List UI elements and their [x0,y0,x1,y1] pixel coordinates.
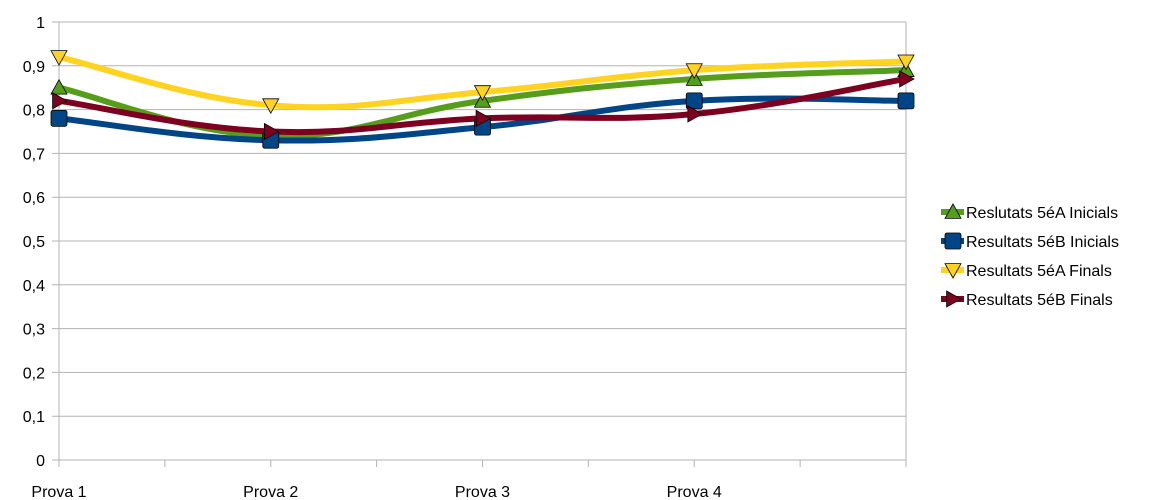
y-tick-label: 0,8 [23,103,45,120]
legend-label: Resultats 5éB Inicials [966,234,1119,251]
y-tick-label: 0,7 [23,146,45,163]
legend-item: Resultats 5éB Finals [941,290,1113,309]
legend-item: Resultats 5éA Finals [941,263,1112,280]
y-tick-label: 1 [36,15,45,32]
y-tick-label: 0 [36,453,45,470]
legend: Reslutats 5éA Inicials Resultats 5éB Inic… [941,203,1119,309]
legend-label: Resultats 5éB Finals [966,292,1113,309]
data-point-series-4 [52,92,68,110]
x-tick-label: Prova 3 [455,484,510,500]
data-point-series-4 [687,105,704,123]
x-tick-label: Prova 1 [31,484,86,500]
y-tick-label: 0,3 [23,322,45,339]
series-markers [50,50,915,149]
x-tick-label: Prova 4 [667,484,722,500]
y-tick-labels: 0 0,1 0,2 0,3 0,4 0,5 0,6 0,7 0,8 0,9 1 [23,15,45,470]
y-tick-label: 0,4 [23,278,45,295]
data-point-series-4 [899,70,915,88]
legend-label: Reslutats 5éA Inicials [966,205,1118,222]
data-point-series-2 [897,92,915,110]
y-tick-label: 0,1 [23,409,45,426]
legend-marker [944,203,962,219]
legend-item: Resultats 5éB Inicials [941,232,1119,251]
x-tick-labels: Prova 1 Prova 2 Prova 3 Prova 4 [31,484,721,500]
data-point-series-1 [50,78,68,95]
legend-marker [944,232,962,250]
x-tick-label: Prova 2 [243,484,298,500]
legend-item: Reslutats 5éA Inicials [941,203,1118,222]
y-tick-label: 0,2 [23,365,45,382]
data-point-series-4 [475,109,492,128]
data-point-series-3 [473,85,492,101]
data-point-series-4 [263,122,280,141]
legend-marker [944,263,962,279]
data-point-series-2 [50,109,68,127]
data-point-series-3 [897,54,915,71]
y-tick-label: 0,9 [23,59,45,76]
legend-marker [946,290,962,308]
data-point-series-3 [685,63,703,80]
y-tick-label: 0,5 [23,234,45,251]
legend-label: Resultats 5éA Finals [966,263,1112,280]
data-point-series-2 [685,92,703,110]
data-point-series-3 [262,98,280,115]
y-tick-label: 0,6 [23,190,45,207]
data-point-series-3 [50,50,68,66]
